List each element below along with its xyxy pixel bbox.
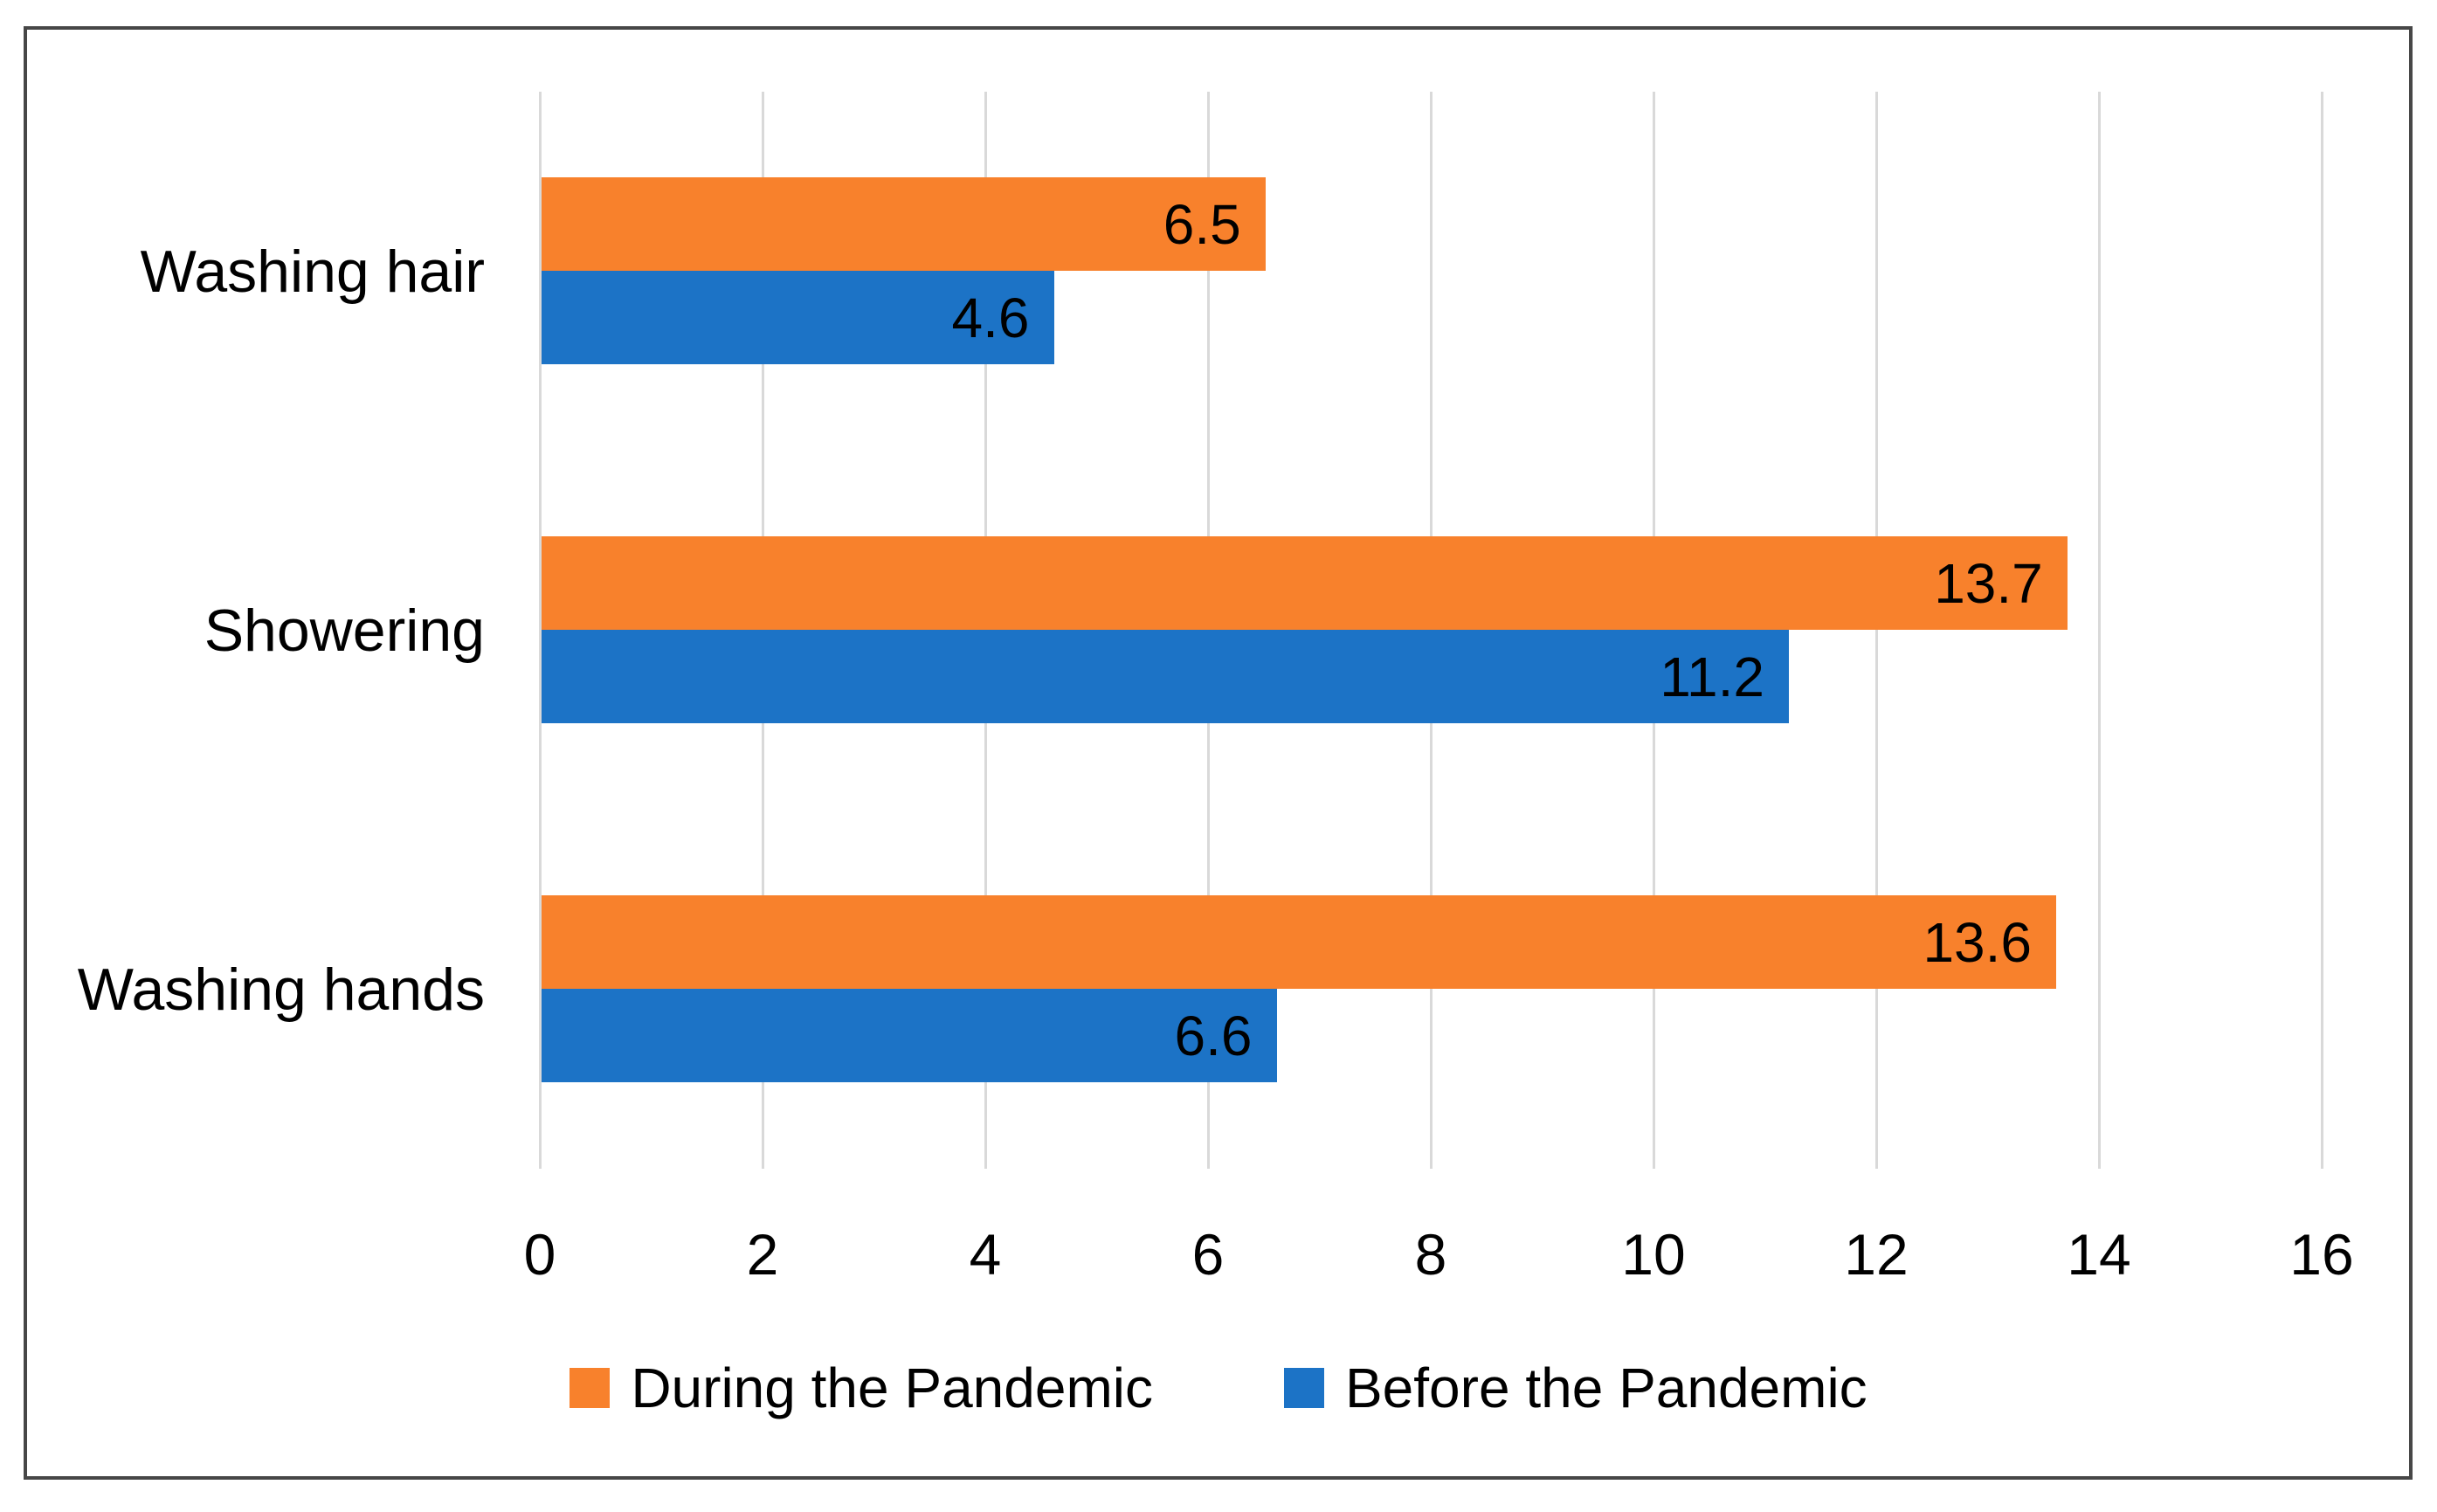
gridline [1874, 92, 1878, 1169]
gridline [984, 92, 987, 1169]
gridline [1206, 92, 1210, 1169]
gridlines-layer [27, 30, 2409, 1476]
legend-swatch-icon [1283, 1368, 1324, 1408]
gridline [1429, 92, 1433, 1169]
legend-item-before-the-pandemic: Before the Pandemic [1283, 1356, 1867, 1420]
legend: During the Pandemic Before the Pandemic [0, 1356, 2437, 1420]
legend-swatch-icon [570, 1368, 611, 1408]
gridline [2097, 92, 2101, 1169]
gridline [1652, 92, 1655, 1169]
gridline [538, 92, 542, 1169]
legend-label: During the Pandemic [631, 1357, 1153, 1419]
legend-label: Before the Pandemic [1344, 1357, 1867, 1419]
gridline [761, 92, 764, 1169]
gridline [2320, 92, 2323, 1169]
chart-border-frame [24, 26, 2413, 1480]
legend-item-during-the-pandemic: During the Pandemic [570, 1356, 1153, 1420]
